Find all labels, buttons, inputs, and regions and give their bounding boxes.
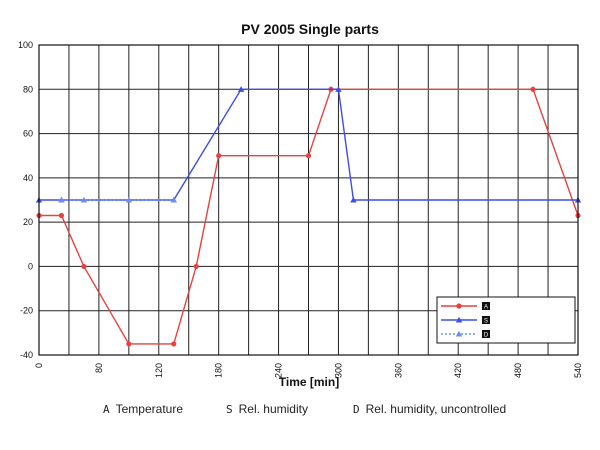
legend-key-A: A: [484, 305, 488, 311]
series-D-point-1: [80, 196, 88, 203]
series-D-point-3: [170, 196, 177, 203]
y-tick-label-3: 20: [23, 217, 33, 227]
x-tick-label-8: 240: [274, 363, 284, 378]
footer-item-temperature: A Temperature: [103, 402, 183, 416]
x-tick-label-12: 360: [393, 363, 403, 378]
y-axis-ticks: -40 -20 0 20 40 60 80 100: [18, 40, 33, 360]
series-A-point-1: [58, 212, 65, 219]
chart-title: PV 2005 Single parts: [241, 21, 379, 37]
series-A-point-6: [216, 153, 222, 159]
y-tick-label-1: -20: [20, 306, 33, 316]
legend-marker-S: [455, 316, 463, 323]
series-S-point-4: [335, 86, 342, 92]
series-D: [58, 196, 177, 203]
y-tick-label-7: 100: [18, 40, 33, 50]
x-tick-label-10: 300: [333, 363, 343, 378]
footer-label-temperature: Temperature: [115, 402, 183, 416]
legend-key-box-A: [482, 302, 490, 310]
series-S-point-3: [237, 86, 245, 92]
x-axis-label: Time [min]: [279, 375, 339, 389]
legend-key-box-D: [482, 330, 490, 338]
x-tick-label-16: 480: [513, 363, 523, 378]
series-A-point-2: [81, 263, 87, 270]
x-axis-ticks: 0 80 120 180 240 300 360 420 480 540: [34, 363, 583, 378]
legend-marker-A: [456, 303, 462, 309]
series-D-point-2: [125, 196, 133, 203]
series-A-point-3: [126, 341, 132, 347]
series-A-point-5: [193, 263, 199, 270]
x-tick-label-4: 120: [154, 363, 164, 378]
series-S-point-5: [350, 196, 357, 203]
legend-key-box-S: [482, 316, 490, 324]
footer-key-rel-humidity: S: [226, 403, 233, 416]
plot-frame: [38, 44, 579, 356]
footer-key-rel-humidity-uncontrolled: D: [353, 403, 360, 416]
x-tick-label-14: 420: [453, 363, 463, 378]
legend-key-S: S: [484, 319, 488, 325]
series-key-footer: A Temperature S Rel. humidity D Rel. humidi…: [0, 402, 600, 422]
footer-item-rel-humidity-uncontrolled: D Rel. humidity, uncontrolled: [353, 402, 506, 416]
series-A-point-9: [530, 86, 536, 92]
x-tick-label-6: 180: [214, 363, 224, 378]
footer-key-temperature: A: [103, 403, 110, 416]
y-tick-label-6: 80: [23, 84, 33, 94]
y-tick-label-2: 0: [28, 261, 33, 271]
series-layer: [35, 86, 582, 347]
y-tick-label-5: 60: [23, 129, 33, 139]
legend-key-D: D: [484, 333, 489, 339]
x-tick-label-2: 80: [94, 363, 104, 373]
y-tick-label-0: -40: [20, 350, 33, 360]
series-D-point-0: [58, 196, 65, 203]
x-tick-label-0: 0: [34, 363, 44, 368]
footer-label-rel-humidity-uncontrolled: Rel. humidity, uncontrolled: [365, 402, 507, 416]
legend: A S D: [436, 296, 576, 344]
footer-label-rel-humidity: Rel. humidity: [238, 402, 308, 416]
legend-marker-D: [455, 330, 463, 337]
x-tick-label-18: 540: [573, 363, 583, 378]
series-A-point-4: [171, 341, 177, 347]
y-tick-label-4: 40: [23, 173, 33, 183]
series-A-point-7: [305, 153, 312, 159]
footer-item-rel-humidity: S Rel. humidity: [226, 402, 308, 416]
